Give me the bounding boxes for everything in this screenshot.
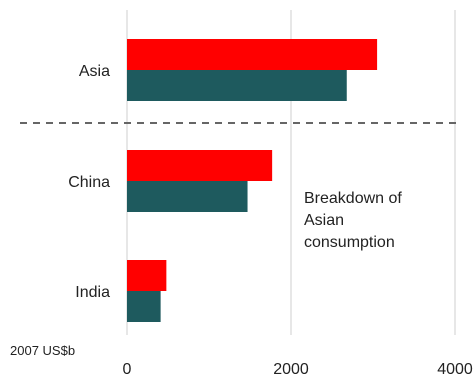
bar-india-series-2 — [127, 291, 161, 322]
bar-india-series-1 — [127, 260, 167, 291]
bar-china-series-1 — [127, 150, 273, 181]
bars — [127, 39, 378, 322]
unit-label: 2007 US$b — [10, 343, 75, 358]
bar-asia-series-2 — [127, 70, 347, 101]
x-tick-label-0: 0 — [123, 361, 132, 378]
bar-asia-series-1 — [127, 39, 378, 70]
category-label-china: China — [68, 174, 110, 191]
annotation-line-1: Breakdown of — [304, 190, 402, 207]
x-tick-label-2: 4000 — [437, 361, 473, 378]
category-label-india: India — [75, 284, 110, 301]
annotation-text: Breakdown of Asian consumption — [304, 190, 402, 251]
bar-china-series-2 — [127, 181, 248, 212]
category-labels: Asia China India — [68, 63, 110, 301]
category-label-asia: Asia — [79, 63, 110, 80]
annotation-line-2: Asian — [304, 212, 344, 229]
x-tick-labels: 0 2000 4000 — [123, 361, 473, 378]
x-tick-label-1: 2000 — [273, 361, 309, 378]
annotation-line-3: consumption — [304, 234, 395, 251]
